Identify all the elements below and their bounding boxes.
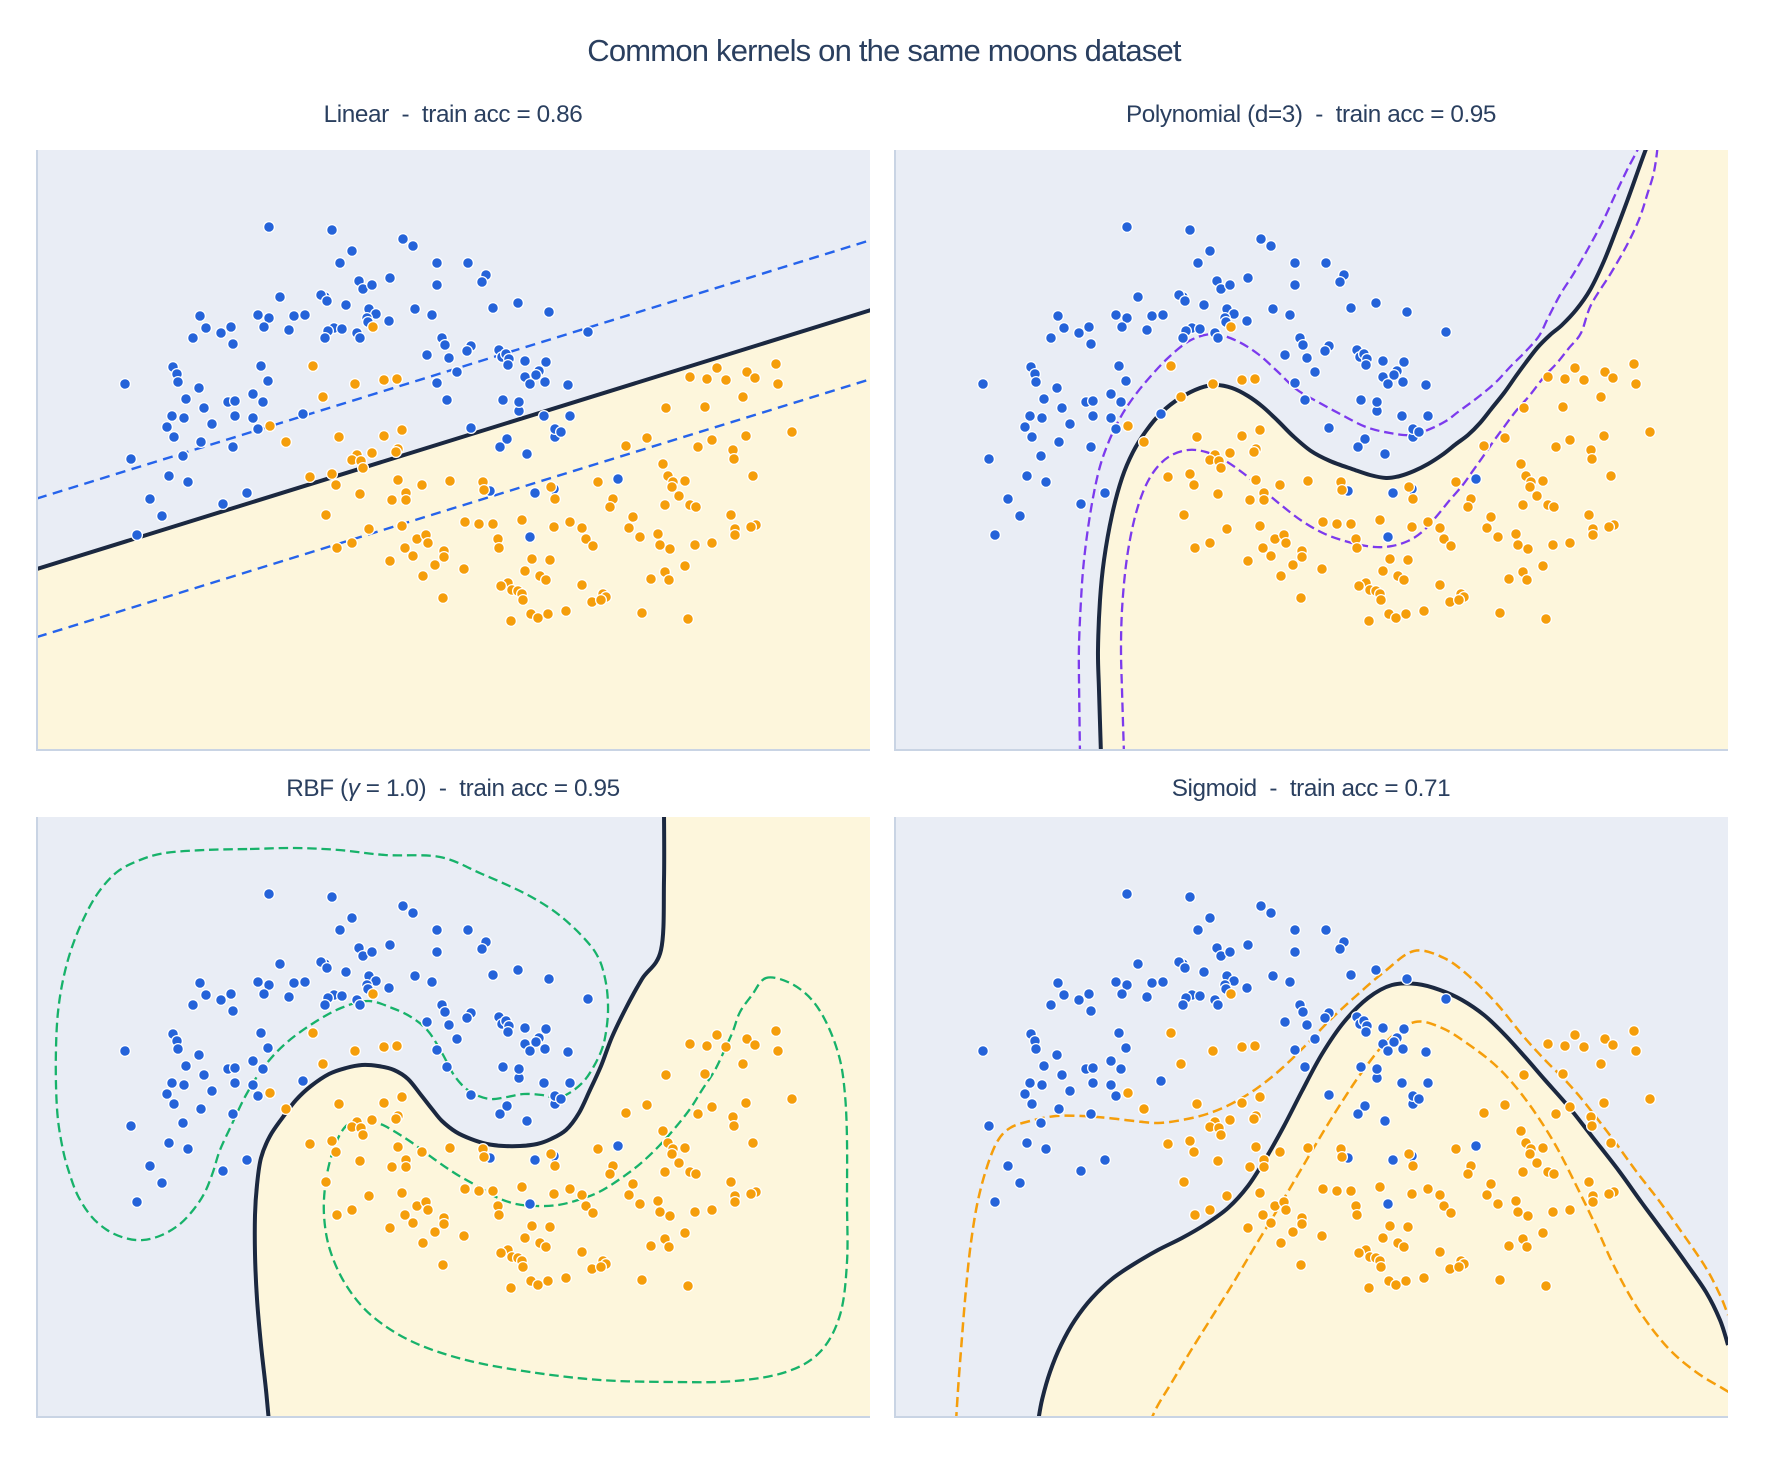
svg-text:RBF (γ = 1.0) - train acc =: RBF (γ = 1.0) - train acc = 0.95 xyxy=(286,775,619,802)
svg-text:Common kernels on the same moo: Common kernels on the same moons dataset xyxy=(587,33,1182,68)
svg-text:Sigmoid - train acc = 0.71: Sigmoid - train acc = 0.71 xyxy=(1172,775,1450,802)
svg-text:Polynomial (d=3) - train acc: Polynomial (d=3) - train acc = 0.95 xyxy=(1126,101,1496,128)
svg-text:Linear - train acc = 0.86: Linear - train acc = 0.86 xyxy=(324,101,583,128)
